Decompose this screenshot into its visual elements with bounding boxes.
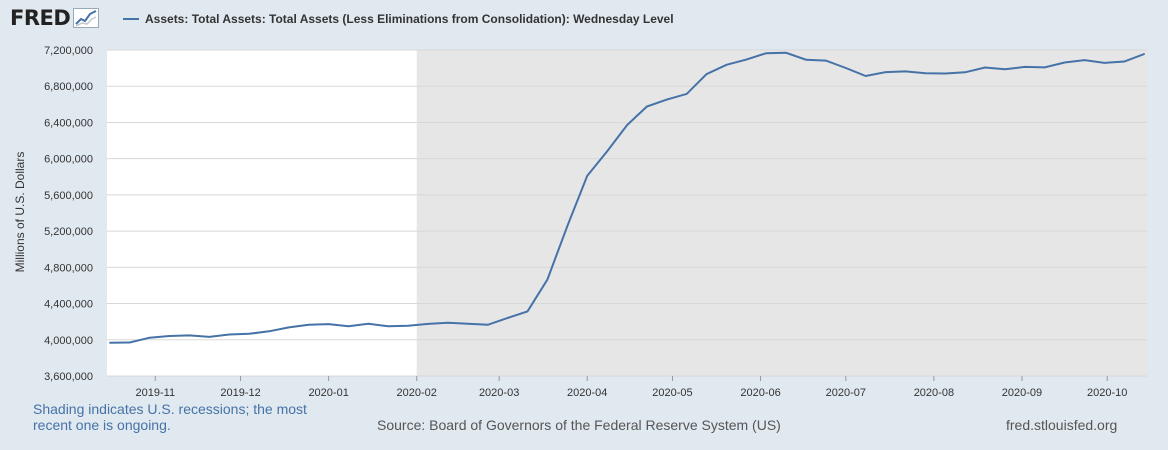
site-link[interactable]: fred.stlouisfed.org: [1006, 417, 1118, 433]
data-point[interactable]: [188, 334, 191, 337]
data-point[interactable]: [307, 324, 310, 326]
data-point[interactable]: [427, 323, 429, 325]
data-point[interactable]: [984, 66, 986, 69]
data-point[interactable]: [964, 71, 966, 74]
data-point[interactable]: [327, 323, 330, 325]
data-point[interactable]: [606, 150, 608, 153]
y-axis-ticks: 3,600,000 4,000,000 4,400,000 4,800,000 5,20…: [44, 45, 93, 383]
data-point[interactable]: [825, 59, 827, 62]
recession-note: Shading indicates U.S. recessions; the m…: [33, 401, 307, 433]
data-point[interactable]: [864, 75, 867, 77]
y-tick-label: 6,000,000: [44, 154, 93, 166]
data-point[interactable]: [884, 71, 887, 73]
series-points: [109, 52, 1145, 344]
data-point[interactable]: [626, 124, 628, 126]
x-tick-label: 2020-04: [567, 387, 607, 399]
data-point[interactable]: [347, 325, 350, 327]
data-point[interactable]: [904, 70, 907, 73]
data-point[interactable]: [705, 73, 708, 75]
data-point[interactable]: [1123, 60, 1126, 63]
data-point[interactable]: [1043, 66, 1046, 69]
chart-logo-icon: [73, 8, 100, 28]
data-point[interactable]: [785, 52, 787, 54]
data-point[interactable]: [546, 278, 549, 281]
x-tick-label: 2019-11: [136, 387, 176, 399]
data-point[interactable]: [109, 341, 111, 344]
y-tick-label: 4,000,000: [44, 335, 93, 347]
data-point[interactable]: [1004, 68, 1006, 71]
data-point[interactable]: [844, 67, 847, 69]
data-point[interactable]: [944, 72, 947, 75]
data-point[interactable]: [168, 335, 171, 337]
data-point[interactable]: [208, 336, 211, 338]
data-point[interactable]: [486, 324, 489, 326]
data-point[interactable]: [288, 326, 290, 329]
x-tick-label: 2020-05: [652, 387, 692, 399]
x-tick-label: 2020-01: [308, 387, 348, 399]
data-point[interactable]: [128, 341, 131, 344]
legend-line-swatch: [123, 18, 139, 20]
data-point[interactable]: [467, 322, 469, 325]
data-point[interactable]: [248, 333, 250, 335]
y-tick-label: 6,400,000: [44, 117, 93, 129]
y-tick-label: 5,200,000: [44, 226, 93, 238]
data-point[interactable]: [506, 317, 509, 319]
y-tick-label: 4,400,000: [44, 299, 93, 311]
recession-shading: [416, 50, 1147, 376]
source-text: Source: Board of Governors of the Federa…: [377, 417, 781, 433]
data-point[interactable]: [1063, 61, 1066, 64]
x-tick-label: 2020-03: [479, 387, 519, 399]
fred-logo-text: FRED: [10, 6, 71, 30]
data-point[interactable]: [665, 98, 668, 101]
chart-legend[interactable]: Assets: Total Assets: Total Assets (Less…: [123, 12, 674, 26]
y-tick-label: 7,200,000: [44, 45, 93, 57]
data-point[interactable]: [646, 105, 648, 108]
data-point[interactable]: [566, 225, 569, 228]
data-point[interactable]: [586, 175, 589, 177]
data-point[interactable]: [1103, 62, 1106, 64]
data-point[interactable]: [1143, 53, 1145, 55]
data-point[interactable]: [685, 93, 688, 95]
x-tick-label: 2020-10: [1087, 387, 1127, 399]
data-point[interactable]: [148, 336, 151, 339]
data-point[interactable]: [1083, 59, 1086, 61]
data-point[interactable]: [924, 72, 927, 74]
data-point[interactable]: [526, 310, 529, 313]
x-tick-label: 2020-09: [1002, 387, 1042, 399]
fred-logo[interactable]: FRED: [10, 6, 100, 30]
data-point[interactable]: [447, 322, 449, 324]
data-point[interactable]: [745, 58, 748, 61]
x-tick-label: 2020-07: [826, 387, 866, 399]
x-tick-label: 2020-08: [914, 387, 954, 399]
x-tick-label: 2020-02: [397, 387, 437, 399]
x-tick-label: 2020-06: [740, 387, 780, 399]
y-tick-label: 4,800,000: [44, 262, 93, 274]
x-axis-ticks: 2019-11 2019-12 2020-01 2020-02 2020-03 2020-…: [136, 376, 1127, 399]
y-tick-label: 3,600,000: [44, 371, 93, 383]
data-point[interactable]: [725, 63, 728, 66]
data-point[interactable]: [765, 52, 768, 54]
grid-lines: [107, 49, 1147, 377]
data-point[interactable]: [1024, 66, 1026, 68]
data-point[interactable]: [228, 333, 230, 336]
y-tick-label: 6,800,000: [44, 81, 93, 93]
legend-label: Assets: Total Assets: Total Assets (Less…: [145, 12, 674, 26]
data-point[interactable]: [367, 323, 370, 325]
data-point[interactable]: [407, 324, 410, 327]
data-point[interactable]: [805, 58, 807, 61]
data-point[interactable]: [268, 330, 270, 333]
y-tick-label: 5,600,000: [44, 190, 93, 202]
data-point[interactable]: [387, 325, 390, 328]
x-tick-label: 2019-12: [220, 387, 260, 399]
